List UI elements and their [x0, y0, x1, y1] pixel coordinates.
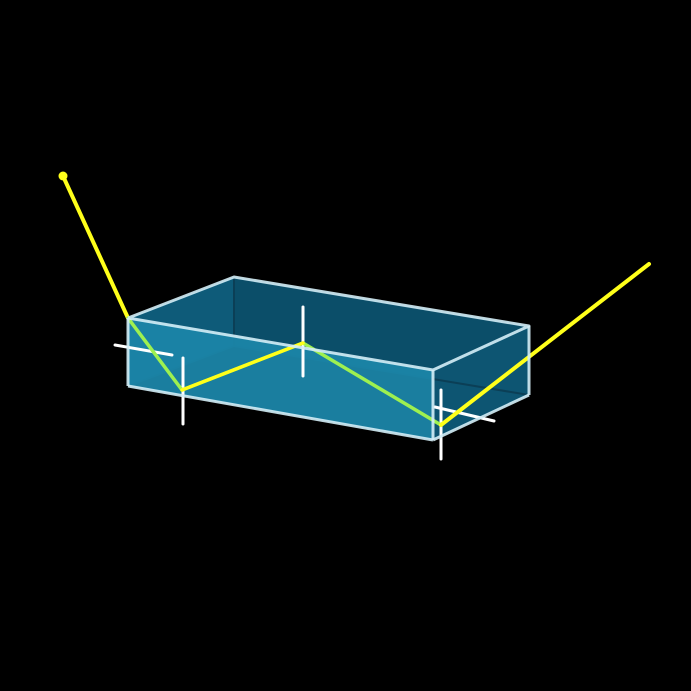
box-visible-edges: [126, 275, 531, 442]
ray-incoming-segment: [61, 174, 130, 320]
box: [127, 277, 530, 440]
ray-start-dot: [58, 171, 68, 181]
normal-left-wall: [113, 343, 174, 357]
ray-outgoing-segment: [439, 262, 651, 427]
normal-right-wall: [433, 405, 496, 423]
box-bottom-front-edge: [127, 384, 434, 442]
box-front-face: [128, 318, 433, 440]
box-bottom-right-edge: [432, 393, 530, 442]
light-ray: [58, 171, 651, 427]
ray-inside-front-highlight: [180, 341, 305, 392]
